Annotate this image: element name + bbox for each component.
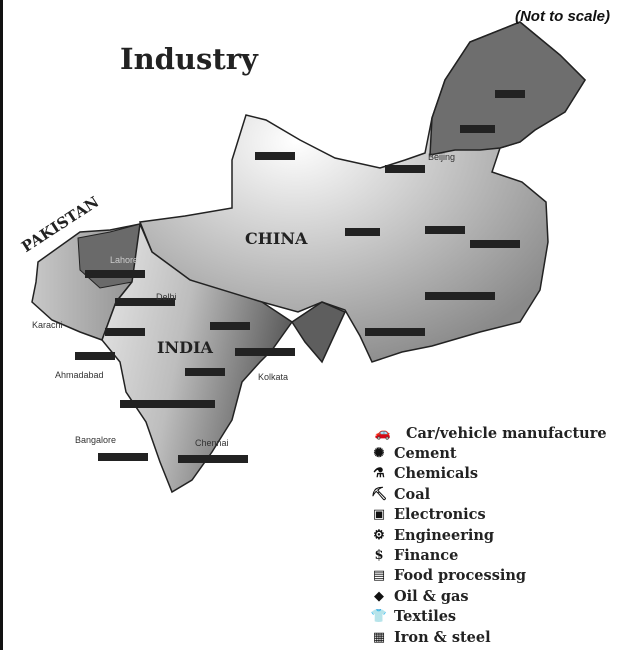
legend-item: 🚗 Car/vehicle manufacture	[368, 423, 607, 443]
legend-label: Coal	[394, 485, 431, 503]
legend-item: ▤ Food processing	[368, 566, 607, 586]
legend: 🚗 Car/vehicle manufacture ✺ Cement ⚗ Chemical…	[368, 423, 607, 647]
frame-border	[0, 0, 3, 650]
legend-item: ✺ Cement	[368, 443, 607, 463]
car-icon: 🚗	[374, 425, 392, 441]
miner-icon: ⛏	[370, 486, 388, 502]
legend-label: Engineering	[394, 526, 495, 544]
city-label-delhi: Delhi	[156, 292, 177, 302]
city-label-bangalore: Bangalore	[75, 435, 117, 445]
legend-label: Iron & steel	[394, 628, 491, 646]
legend-label: Oil & gas	[394, 587, 469, 605]
legend-item: ⚙ Engineering	[368, 525, 607, 545]
legend-label: Food processing	[394, 567, 527, 585]
legend-label: Chemicals	[394, 465, 479, 483]
legend-item: ⚗ Chemicals	[368, 464, 607, 484]
oil-drop-icon: ◆	[374, 588, 384, 604]
city-label-ahmadabad: Ahmadabad	[55, 370, 104, 380]
manchuria-region	[429, 21, 586, 156]
country-label-china: CHINA	[245, 229, 308, 248]
legend-label: Electronics	[394, 506, 486, 524]
scale-note: (Not to scale)	[514, 8, 610, 25]
city-label-lahore: Lahore	[110, 255, 139, 265]
shirt-icon: 👕	[370, 609, 388, 625]
legend-label: Textiles	[394, 608, 457, 626]
food-can-icon: ▤	[372, 568, 386, 584]
legend-item: $ Finance	[368, 545, 607, 565]
iron-steel-icon: ▦	[372, 629, 386, 645]
legend-item: ▣ Electronics	[368, 505, 607, 525]
city-label-chennai: Chennai	[195, 438, 229, 448]
city-label-kolkata: Kolkata	[258, 372, 289, 382]
legend-label: Car/vehicle manufacture	[406, 424, 607, 442]
gear-icon: ⚙	[373, 527, 385, 543]
legend-item: 👕 Textiles	[368, 607, 607, 627]
electronics-icon: ▣	[372, 507, 386, 523]
country-label-india: INDIA	[157, 338, 213, 357]
legend-item: ◆ Oil & gas	[368, 586, 607, 606]
city-label-beijing: Beijing	[428, 152, 456, 162]
legend-label: Finance	[394, 547, 459, 565]
legend-item: ⛏ Coal	[368, 484, 607, 504]
city-label-karachi: Karachi	[32, 320, 63, 330]
northeast-india-region	[290, 301, 347, 364]
finance-icon: $	[374, 548, 384, 564]
industry-symbols	[75, 90, 525, 463]
map-title: Industry	[120, 42, 258, 76]
legend-item: ▦ Iron & steel	[368, 627, 607, 647]
flask-icon: ⚗	[373, 466, 385, 482]
legend-label: Cement	[394, 445, 457, 463]
cement-icon: ✺	[373, 446, 385, 462]
india-region	[101, 221, 294, 494]
